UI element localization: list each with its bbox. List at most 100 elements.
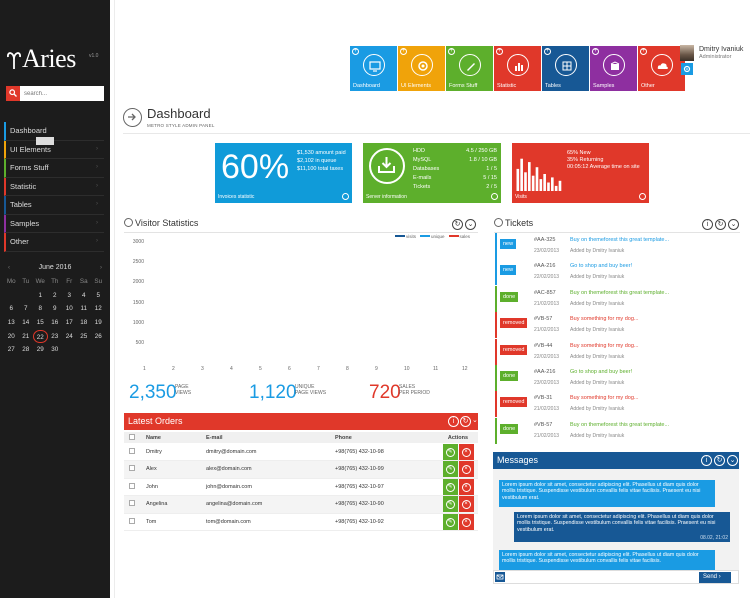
calendar-day[interactable]: 28: [22, 346, 30, 354]
refresh-button[interactable]: ↻: [452, 219, 463, 230]
calendar-day[interactable]: 15: [36, 319, 44, 327]
ticket-title[interactable]: Buy on themeforest this great template..…: [570, 289, 670, 296]
calendar-day[interactable]: 24: [65, 332, 73, 340]
calendar-day[interactable]: 10: [65, 305, 73, 313]
plus-icon[interactable]: +: [448, 48, 455, 55]
arrow-right-icon[interactable]: [639, 193, 646, 200]
sidebar-item-other[interactable]: Other ›: [4, 233, 104, 252]
calendar-day[interactable]: 5: [96, 291, 100, 299]
row-checkbox[interactable]: [129, 465, 135, 472]
tile-dashboard[interactable]: + Dashboard: [350, 46, 397, 91]
user-settings-button[interactable]: [681, 63, 693, 75]
ticket-title[interactable]: Go to shop and buy beer!: [570, 369, 633, 375]
edit-button[interactable]: ✎: [442, 443, 458, 460]
calendar-day[interactable]: 9: [52, 305, 57, 313]
server-panel[interactable]: HDD 4.5 / 250 GB MySQL 1.8 / 10 GB Databases…: [363, 143, 501, 203]
ticket-item[interactable]: done #AC-857 21/02/2013 Buy on themeforest …: [495, 285, 741, 312]
calendar-day[interactable]: 20: [7, 332, 15, 340]
delete-button[interactable]: ×: [458, 478, 474, 495]
message-input[interactable]: [507, 571, 692, 583]
ticket-item[interactable]: removed #VB-57 21/02/2013 Buy something for…: [495, 312, 741, 339]
calendar-day[interactable]: 23: [51, 332, 59, 340]
plus-icon[interactable]: +: [544, 48, 551, 55]
ticket-title[interactable]: Buy on themeforest this great template..…: [570, 237, 670, 243]
delete-button[interactable]: ×: [458, 513, 474, 530]
sidebar-item-ui-elements[interactable]: UI Elements ›: [4, 140, 104, 159]
send-button[interactable]: Send ›: [699, 572, 731, 583]
ticket-item[interactable]: done #VB-57 21/02/2013 Buy on themeforest t…: [495, 417, 741, 444]
refresh-button[interactable]: ↻: [715, 219, 726, 230]
edit-button[interactable]: ✎: [442, 496, 458, 513]
calendar-day[interactable]: 29: [36, 346, 44, 354]
delete-button[interactable]: ×: [458, 496, 474, 513]
plus-icon[interactable]: +: [592, 48, 599, 55]
arrow-right-icon[interactable]: [342, 193, 349, 200]
info-icon[interactable]: i: [701, 455, 712, 466]
sidebar-item-dashboard[interactable]: Dashboard: [4, 122, 104, 141]
calendar-day[interactable]: 26: [94, 332, 102, 340]
calendar-day[interactable]: 4: [81, 291, 86, 299]
ticket-title[interactable]: Buy something for my dog...: [570, 316, 639, 323]
ticket-title[interactable]: Go to shop and buy beer!: [570, 263, 633, 270]
edit-button[interactable]: ✎: [442, 478, 458, 495]
avatar[interactable]: [680, 45, 694, 61]
collapse-button[interactable]: ⌄: [728, 219, 739, 230]
sidebar-item-tables[interactable]: Tables ›: [4, 196, 104, 215]
calendar-day[interactable]: 11: [80, 305, 88, 313]
delete-button[interactable]: ×: [458, 443, 474, 460]
calendar-day[interactable]: 16: [51, 319, 59, 327]
edit-button[interactable]: ✎: [442, 513, 458, 530]
delete-button[interactable]: ×: [458, 461, 474, 478]
calendar-day[interactable]: 25: [80, 332, 88, 340]
calendar-day[interactable]: 13: [7, 319, 15, 327]
refresh-button[interactable]: ↻: [460, 416, 471, 427]
visits-panel[interactable]: 65% New 35% Returning 00:05:12 Average t…: [512, 143, 649, 203]
chevron-right-icon[interactable]: ›: [100, 265, 102, 271]
search-button[interactable]: [6, 86, 20, 101]
arrow-right-icon[interactable]: [491, 193, 498, 200]
calendar-day[interactable]: 14: [22, 319, 30, 327]
calendar-day[interactable]: 17: [65, 319, 73, 327]
calendar-day[interactable]: 12: [94, 305, 102, 313]
collapse-button[interactable]: ⌄: [727, 455, 738, 466]
ticket-title[interactable]: Buy something for my dog...: [570, 395, 639, 402]
ticket-item[interactable]: removed #VB-31 21/02/2013 Buy something for…: [495, 391, 741, 418]
calendar-day[interactable]: 2: [52, 291, 57, 299]
plus-icon[interactable]: +: [640, 48, 647, 55]
search-input[interactable]: [21, 86, 103, 101]
row-checkbox[interactable]: [129, 500, 135, 507]
edit-button[interactable]: ✎: [442, 461, 458, 478]
tile-other[interactable]: + Other: [638, 46, 685, 91]
ticket-item[interactable]: new #AA-325 23/02/2013 Buy on themeforest t…: [495, 233, 741, 259]
plus-icon[interactable]: +: [352, 48, 359, 55]
calendar-day[interactable]: 1: [38, 291, 42, 299]
ticket-item[interactable]: new #AA-216 22/02/2013 Go to shop and buy b…: [495, 259, 741, 286]
calendar-day[interactable]: 27: [7, 346, 15, 354]
calendar-day[interactable]: 3: [67, 291, 71, 299]
calendar-day[interactable]: 19: [94, 319, 102, 327]
calendar-day[interactable]: 6: [9, 305, 13, 313]
row-checkbox[interactable]: [129, 447, 135, 454]
tile-samples[interactable]: + Samples: [590, 46, 637, 91]
calendar-day[interactable]: 18: [80, 319, 88, 327]
collapse-button[interactable]: ⌄: [465, 219, 476, 230]
chevron-left-icon[interactable]: ‹: [8, 265, 10, 271]
collapse-button[interactable]: ⌄: [472, 417, 478, 424]
plus-icon[interactable]: +: [496, 48, 503, 55]
info-icon[interactable]: i: [448, 416, 459, 427]
user-name[interactable]: Dmitry Ivaniuk: [699, 46, 744, 53]
tile-forms-stuff[interactable]: + Forms Stuff: [446, 46, 493, 91]
tile-statistic[interactable]: + Statistic: [494, 46, 541, 91]
calendar-day[interactable]: 21: [22, 332, 30, 340]
calendar-day[interactable]: 7: [23, 305, 28, 313]
info-icon[interactable]: i: [702, 219, 713, 230]
ticket-item[interactable]: done #AA-216 23/02/2013 Go to shop and buy …: [495, 365, 741, 391]
invoices-panel[interactable]: 60% $1,530 amount paid $2,102 in queue $…: [215, 143, 352, 203]
refresh-button[interactable]: ↻: [714, 455, 725, 466]
sidebar-item-statistic[interactable]: Statistic ›: [4, 177, 104, 196]
row-checkbox[interactable]: [129, 517, 135, 524]
select-all-checkbox[interactable]: [129, 433, 135, 440]
ticket-title[interactable]: Buy on themeforest this great template..…: [570, 421, 670, 428]
app-logo[interactable]: Aries: [6, 44, 76, 74]
calendar-day[interactable]: 22: [33, 329, 48, 344]
